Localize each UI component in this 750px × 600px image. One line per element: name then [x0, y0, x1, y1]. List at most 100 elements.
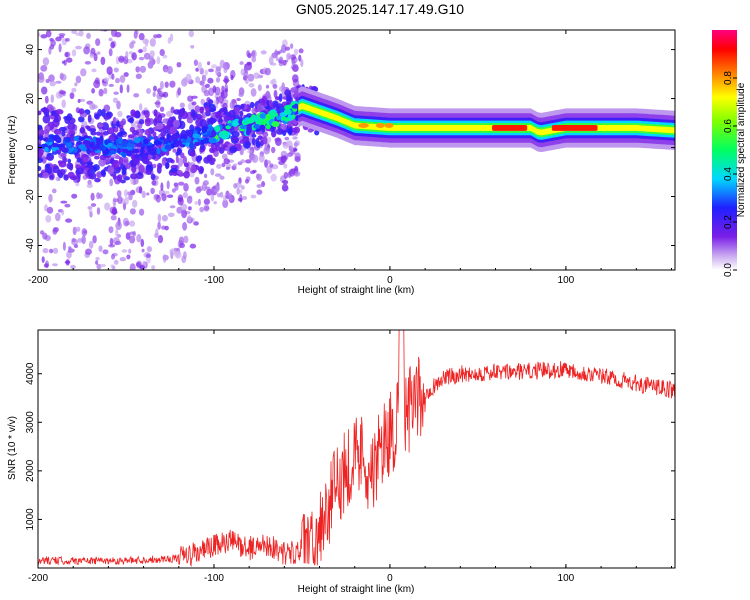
spectral-blob [135, 66, 140, 73]
spectral-blob [164, 81, 169, 88]
spectral-blob [83, 46, 90, 55]
spectral-blob [294, 156, 301, 163]
spectral-blob [92, 235, 97, 244]
colorbar-tick-label: 0.4 [723, 167, 734, 181]
spectral-blob [246, 50, 250, 58]
spectral-blob [55, 212, 61, 222]
spectral-blob [268, 56, 274, 65]
spectral-peak [122, 148, 129, 153]
spectral-blob [287, 55, 293, 59]
spectral-blob [119, 75, 126, 83]
spectral-blob [68, 246, 72, 250]
spectral-blob [101, 108, 106, 118]
spectral-blob [182, 155, 187, 165]
spectral-blob [94, 113, 100, 119]
spectral-blob [130, 22, 137, 30]
spectral-blob [64, 203, 71, 208]
spectral-blob [142, 158, 149, 165]
spectral-blob [210, 168, 215, 176]
spectral-blob [167, 212, 175, 217]
spectral-hotspot [551, 125, 598, 131]
spectral-blob [55, 24, 59, 29]
spectral-peak [44, 146, 49, 152]
spectral-blob [76, 157, 82, 163]
spectral-blob [132, 199, 138, 208]
spectral-blob [87, 206, 93, 210]
spectral-blob [249, 149, 253, 156]
spectral-blob [61, 99, 66, 109]
spectral-blob [138, 56, 145, 61]
spectral-blob [145, 253, 151, 258]
spectral-blob [86, 32, 91, 40]
spectral-blob [41, 86, 48, 95]
spectral-blob [114, 240, 122, 245]
spectral-peak [65, 141, 72, 149]
spectral-peak [265, 124, 271, 130]
spectral-blob [175, 250, 182, 259]
spectral-blob [257, 84, 262, 92]
spectral-blob [45, 78, 50, 84]
spectral-blob [113, 198, 120, 202]
spectral-peak [276, 115, 282, 121]
spectral-blob [38, 157, 44, 163]
spectral-blob [203, 89, 210, 97]
spectral-blob [45, 156, 53, 160]
spectral-blob [42, 114, 51, 124]
spectral-blob [63, 174, 69, 181]
spectral-blob [237, 189, 243, 194]
spectral-peak [117, 148, 121, 154]
spectral-blob [79, 126, 86, 134]
spectral-blob [136, 234, 142, 243]
spectral-blob [146, 246, 153, 253]
spectral-blob [71, 49, 77, 57]
spectral-blob [89, 53, 95, 58]
spectral-blob [272, 84, 278, 89]
spectral-blob [108, 37, 113, 42]
spectral-blob [126, 84, 130, 93]
spectral-blob [298, 48, 304, 54]
colorbar-tick-label: 0.8 [723, 71, 734, 85]
spectral-peak [56, 144, 64, 148]
spectral-blob [191, 101, 197, 106]
spectral-peak [38, 135, 44, 141]
spectral-blob [255, 138, 260, 144]
spectral-blob [42, 57, 50, 66]
spectral-blob [141, 248, 145, 253]
spectral-blob [92, 164, 100, 171]
spectral-blob [162, 190, 170, 195]
spectral-blob [204, 173, 208, 179]
spectral-blob [129, 231, 135, 235]
spectral-blob [71, 30, 78, 34]
spectral-peak [283, 109, 292, 115]
spectral-blob [164, 225, 169, 231]
spectral-blob [131, 40, 136, 45]
x-tick-label: -200 [28, 573, 48, 584]
spectral-peak [185, 130, 192, 137]
spectrogram-ylabel: Frequency (Hz) [7, 116, 18, 185]
spectral-peak [192, 133, 199, 139]
spectral-blob [294, 141, 298, 148]
spectral-peak [164, 144, 172, 150]
spectral-blob [239, 110, 244, 117]
spectral-blob [144, 128, 152, 136]
spectral-blob [134, 110, 141, 119]
spectral-peak [126, 143, 135, 148]
spectral-blob [161, 157, 166, 166]
spectral-hotspot [491, 125, 528, 131]
spectral-peak [108, 142, 113, 147]
spectral-blob [146, 88, 151, 94]
spectral-peak [51, 142, 59, 148]
spectral-blob [265, 84, 270, 89]
spectral-blob [48, 74, 55, 83]
spectral-blob [181, 255, 187, 264]
spectral-blob [208, 103, 216, 113]
spectral-blob [214, 173, 222, 177]
spectral-blob [245, 79, 249, 84]
spectral-blob [126, 254, 131, 260]
spectral-peak [245, 129, 251, 136]
spectral-blob [128, 193, 133, 201]
spectral-blob [121, 167, 127, 176]
spectral-blob [270, 173, 277, 182]
spectral-blob [69, 134, 75, 138]
spectral-blob [178, 181, 185, 186]
